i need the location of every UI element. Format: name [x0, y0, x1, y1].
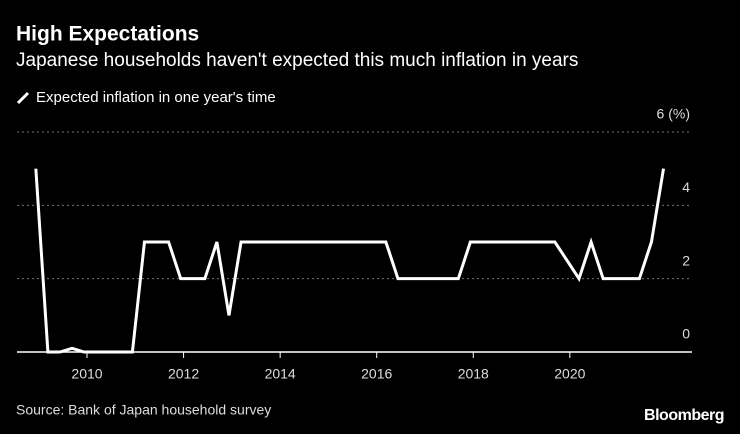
series-line: [34, 168, 665, 354]
y-tick-label: 0: [682, 326, 690, 342]
y-tick-label: 6 (%): [657, 106, 690, 122]
y-tick-label: 2: [682, 252, 690, 268]
x-tick-label: 2010: [71, 366, 102, 382]
chart-title: High Expectations: [16, 23, 199, 46]
x-tick-label: 2020: [554, 366, 585, 382]
x-tick-label: 2016: [361, 366, 392, 382]
logo: Bloomberg: [644, 407, 724, 424]
legend-swatch: [16, 91, 30, 105]
x-tick-label: 2012: [168, 366, 199, 382]
chart-subtitle: Japanese households haven't expected thi…: [16, 50, 578, 71]
source: Source: Bank of Japan household survey: [16, 402, 271, 418]
x-tick-label: 2014: [265, 366, 296, 382]
x-tick-label: 2018: [458, 366, 489, 382]
y-tick-label: 4: [682, 179, 690, 195]
legend-label: Expected inflation in one year's time: [36, 89, 276, 106]
